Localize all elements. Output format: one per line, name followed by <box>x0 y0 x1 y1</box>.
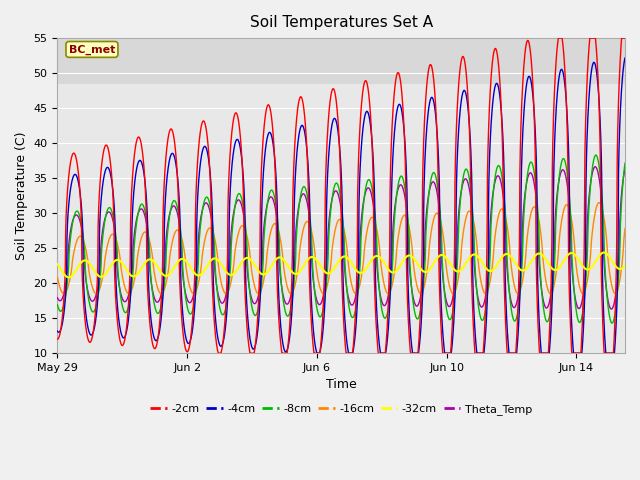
Y-axis label: Soil Temperature (C): Soil Temperature (C) <box>15 132 28 260</box>
Title: Soil Temperatures Set A: Soil Temperatures Set A <box>250 15 433 30</box>
Text: BC_met: BC_met <box>68 44 115 55</box>
Legend: -2cm, -4cm, -8cm, -16cm, -32cm, Theta_Temp: -2cm, -4cm, -8cm, -16cm, -32cm, Theta_Te… <box>146 400 536 420</box>
Bar <box>58 84 625 353</box>
X-axis label: Time: Time <box>326 378 356 392</box>
